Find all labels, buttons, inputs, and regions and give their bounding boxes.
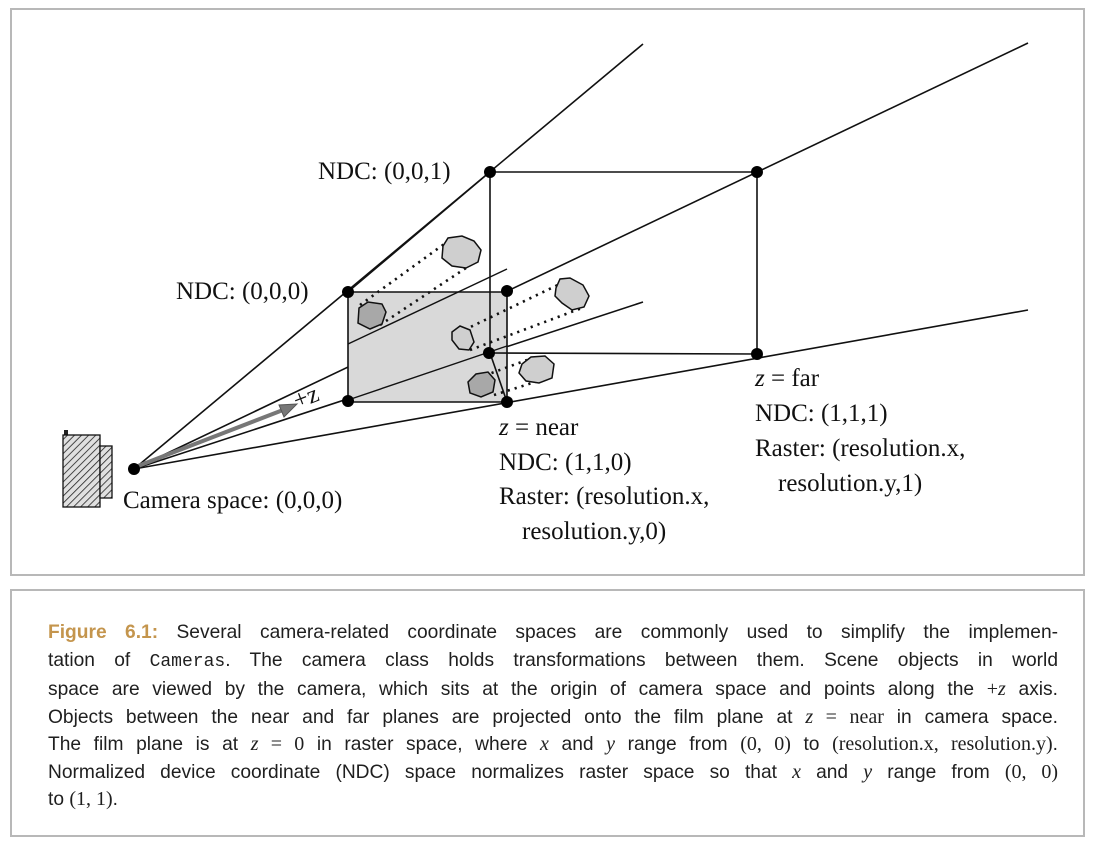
z-axis-arrow (137, 408, 284, 468)
label-far-raster-2: resolution.y,1) (778, 470, 922, 497)
label-near-raster-1: Raster: (resolution.x, (499, 483, 709, 510)
scene-object-far-1 (441, 235, 482, 269)
projected-object-2 (451, 325, 475, 351)
caption-line: Figure 6.1: Several camera-related coord… (48, 622, 1059, 643)
caption-line: tation of Cameras. The camera class hold… (48, 649, 1058, 672)
camera-icon (62, 430, 113, 508)
caption-line: Objects between the near and far planes … (48, 705, 1058, 728)
label-ndc-001: NDC: (0,0,1) (318, 158, 451, 185)
scene-object-far-3 (518, 355, 555, 384)
label-near-ndc: NDC: (1,1,0) (499, 449, 632, 476)
figure-label: Figure 6.1: (48, 622, 159, 643)
scene-object-far-2 (554, 277, 590, 311)
frustum-ray-upper (133, 42, 1029, 470)
far-plane (488, 171, 758, 403)
label-ndc-000: NDC: (0,0,0) (176, 278, 309, 305)
caption-panel: Figure 6.1: Several camera-related coord… (10, 589, 1085, 837)
label-near-raster-2: resolution.y,0) (522, 518, 666, 545)
frustum-ray-top (133, 43, 644, 470)
caption-line: Normalized device coordinate (NDC) space… (48, 760, 1058, 783)
label-far-raster-1: Raster: (resolution.x, (755, 435, 965, 462)
figure-caption: Figure 6.1: Several camera-related coord… (48, 619, 1058, 814)
figure-panel (10, 8, 1085, 576)
label-z-far: z = far (754, 365, 820, 392)
caption-line: to (1, 1). (48, 788, 119, 810)
projected-object-1 (357, 301, 387, 330)
label-z-near: z = near (498, 414, 579, 441)
label-camera-space: Camera space: (0,0,0) (123, 487, 342, 514)
caption-line: space are viewed by the camera, which si… (48, 678, 1058, 700)
z-axis-arrowhead (278, 403, 299, 418)
corner-points (128, 166, 763, 475)
frustum-ray-bottom (133, 309, 1029, 470)
projected-object-3 (467, 371, 496, 398)
caption-line: The film plane is at z = 0 in raster spa… (48, 733, 1058, 755)
label-far-ndc: NDC: (1,1,1) (755, 400, 888, 427)
code-cameras: Cameras (149, 651, 226, 672)
